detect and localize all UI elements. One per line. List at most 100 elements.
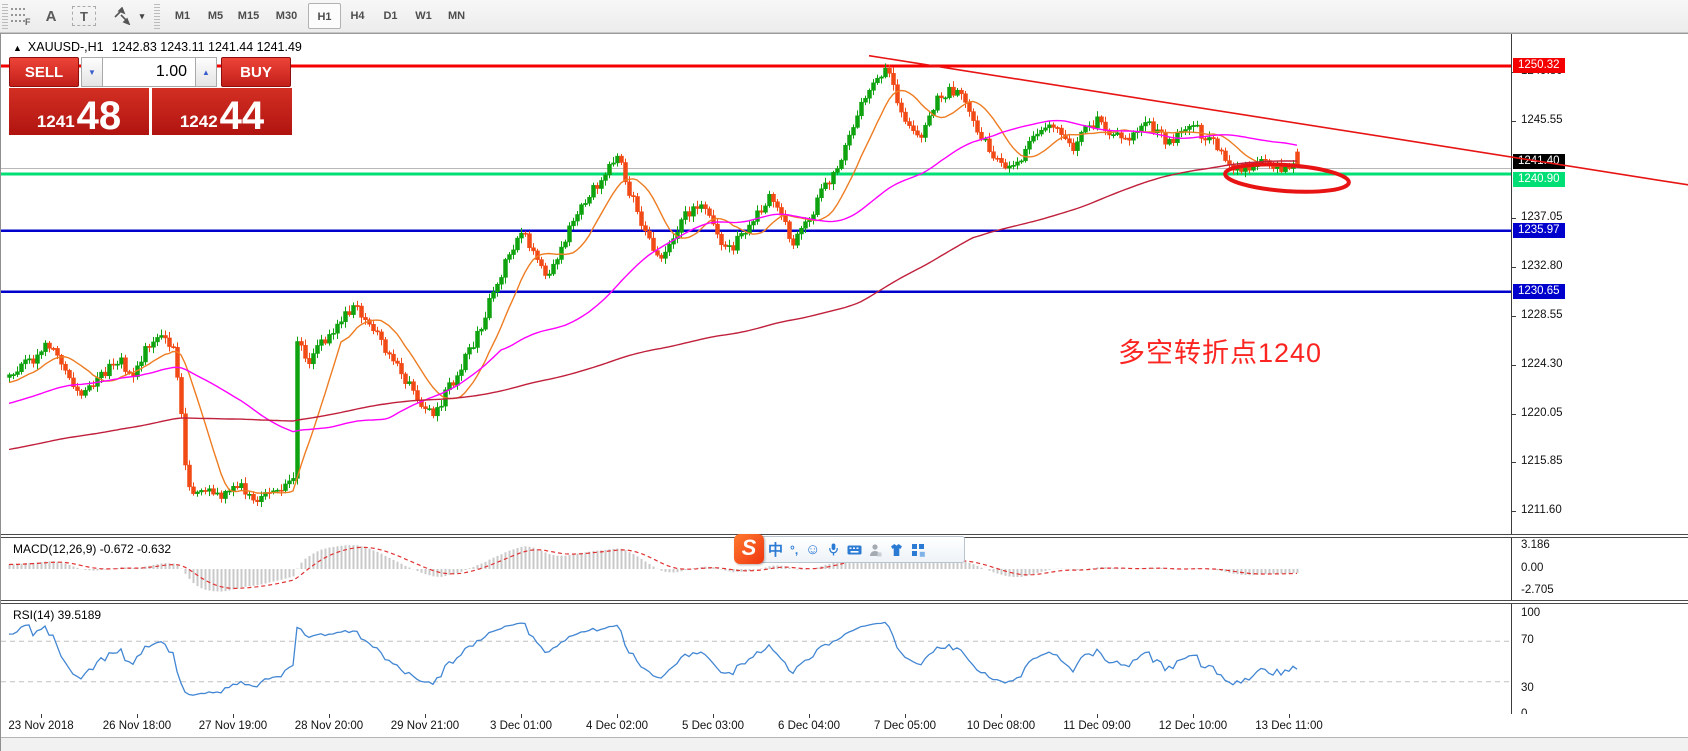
rsi-scale-label: 30 [1521, 682, 1534, 694]
time-label: 12 Dec 10:00 [1158, 720, 1228, 732]
chinese-mode-icon[interactable]: 中 [768, 542, 784, 559]
time-label: 27 Nov 19:00 [198, 720, 268, 732]
time-label: 23 Nov 2018 [8, 720, 74, 732]
price-tickmark [1512, 120, 1516, 122]
punctuation-icon[interactable]: °, [790, 542, 799, 557]
fibonacci-tool-icon[interactable]: F [8, 3, 34, 29]
macd-indicator-label: MACD(12,26,9) -0.672 -0.632 [13, 542, 172, 556]
price-tick-label: 1215.85 [1521, 455, 1563, 467]
time-label: 28 Nov 20:00 [294, 720, 364, 732]
arrows-glyph [114, 7, 131, 25]
rsi-panel-canvas[interactable] [1, 604, 1511, 714]
ask-price-big: 44 [219, 94, 265, 138]
time-label: 26 Nov 18:00 [102, 720, 172, 732]
tf-button-D1[interactable]: D1 [383, 10, 398, 22]
time-tickmark [41, 714, 42, 718]
bid-price-box[interactable]: 1241 48 [9, 88, 149, 136]
rsi-panel-splitter[interactable] [1, 600, 1688, 604]
price-tickmark [1512, 267, 1516, 269]
macd-scale-label: -2.705 [1521, 584, 1554, 596]
dropdown-caret-icon[interactable]: ▾ [139, 10, 145, 21]
sell-button[interactable]: SELL [9, 57, 79, 87]
rsi-scale-label: 70 [1521, 634, 1534, 646]
time-label: 13 Dec 11:00 [1255, 720, 1323, 732]
text-label-tool-icon[interactable]: A [45, 7, 57, 25]
time-tickmark [329, 714, 330, 718]
price-tickmark [1512, 462, 1516, 463]
rsi-scale-label: 100 [1521, 607, 1541, 619]
volume-increase-button[interactable]: ▲ [195, 57, 217, 87]
time-tickmark [617, 714, 618, 718]
tf-button-M5[interactable]: M5 [207, 10, 224, 22]
price-tick-label: 1220.05 [1521, 406, 1563, 419]
buy-button[interactable]: BUY [221, 57, 291, 87]
main-toolbar: F A T ▾ M1 M5 M15 M30 H1 H4 D1 W1 MN [0, 0, 1688, 33]
toolbar-drag-handle[interactable] [2, 4, 8, 29]
volume-decrease-button[interactable]: ▼ [81, 57, 103, 87]
ask-price-prefix: 1242 [179, 112, 218, 131]
price-tickmark [1512, 316, 1516, 318]
tf-button-H4[interactable]: H4 [350, 10, 365, 22]
tf-button-H1[interactable]: H1 [308, 3, 341, 29]
arrow-tools-icon[interactable] [110, 3, 134, 29]
window-bottom-strip [1, 738, 1688, 751]
emoji-icon[interactable]: ☺ [805, 541, 821, 558]
text-box-tool-icon[interactable]: T [72, 6, 96, 26]
time-tickmark [1289, 714, 1290, 718]
chart-ohlc-values: 1242.83 1243.11 1241.44 1241.49 [111, 40, 302, 54]
toolbar-separator [154, 4, 160, 29]
macd-scale-label: 0.00 [1521, 562, 1544, 574]
time-label: 10 Dec 08:00 [966, 720, 1036, 732]
ma-170 [8, 160, 1298, 451]
time-tickmark [521, 714, 522, 718]
price-tick-label: 1237.05 [1521, 211, 1563, 224]
collapse-arrow-icon[interactable]: ▲ [13, 43, 22, 53]
price-badge-1241.40: 1241.40 [1513, 154, 1565, 170]
soft-keyboard-icon[interactable] [847, 543, 862, 556]
skin-shirt-icon[interactable] [889, 543, 904, 557]
ask-price-box[interactable]: 1242 44 [152, 88, 292, 138]
bid-price-prefix: 1241 [36, 112, 75, 131]
volume-input[interactable] [103, 57, 195, 87]
time-tickmark [809, 714, 810, 718]
chart-text-annotation: 多空转折点1240 [1118, 338, 1323, 368]
price-badge-1230.65: 1230.65 [1513, 283, 1565, 299]
macd-scale-label: 3.186 [1521, 539, 1550, 551]
time-tickmark [713, 714, 714, 718]
price-tickmark [1512, 413, 1516, 415]
price-badge-1235.97: 1235.97 [1513, 222, 1565, 238]
trade-controls-row: SELL ▼ ▲ BUY [9, 57, 293, 87]
time-tickmark [1001, 714, 1002, 718]
price-tick-label: 1245.55 [1521, 113, 1563, 126]
chart-symbol-title: XAUUSD-,H1 [27, 40, 104, 54]
microphone-icon[interactable] [827, 542, 840, 557]
macd-signal-line [8, 546, 1298, 589]
time-tickmark [137, 714, 138, 718]
time-label: 29 Nov 21:00 [390, 720, 460, 732]
chart-header: ▲ XAUUSD-,H1 1242.83 1243.11 1241.44 1241.… [13, 40, 302, 54]
tf-button-M1[interactable]: M1 [174, 10, 191, 22]
one-click-trading-panel: SELL ▼ ▲ BUY 1241 48 1242 44 [9, 57, 293, 138]
time-label: 4 Dec 02:00 [585, 720, 649, 732]
time-tickmark [233, 714, 234, 718]
price-axis[interactable]: 1249.801245.551237.051232.801228.551224.… [1511, 34, 1688, 731]
price-tick-label: 1228.55 [1521, 309, 1563, 322]
time-axis[interactable]: 23 Nov 2018 26 Nov 18:00 27 Nov 19:00 28 No… [1, 714, 1688, 738]
rsi-line [8, 621, 1298, 696]
ma-52 [8, 119, 1298, 433]
price-tick-label: 1211.60 [1521, 503, 1562, 516]
tf-button-M30[interactable]: M30 [275, 10, 298, 22]
tf-button-MN[interactable]: MN [447, 10, 466, 22]
time-label: 7 Dec 05:00 [873, 720, 937, 732]
tf-button-M15[interactable]: M15 [237, 10, 260, 22]
user-account-icon[interactable] [869, 543, 882, 557]
time-tickmark [425, 714, 426, 718]
fibonacci-tool-glyph: F [11, 8, 31, 26]
sogou-logo-icon[interactable]: S [734, 534, 764, 564]
menu-grid-icon[interactable] [911, 543, 926, 557]
price-tick-label: 1232.80 [1521, 260, 1563, 273]
time-label: 6 Dec 04:00 [777, 720, 841, 732]
time-label: 3 Dec 01:00 [489, 720, 553, 732]
tf-button-W1[interactable]: W1 [415, 10, 432, 22]
